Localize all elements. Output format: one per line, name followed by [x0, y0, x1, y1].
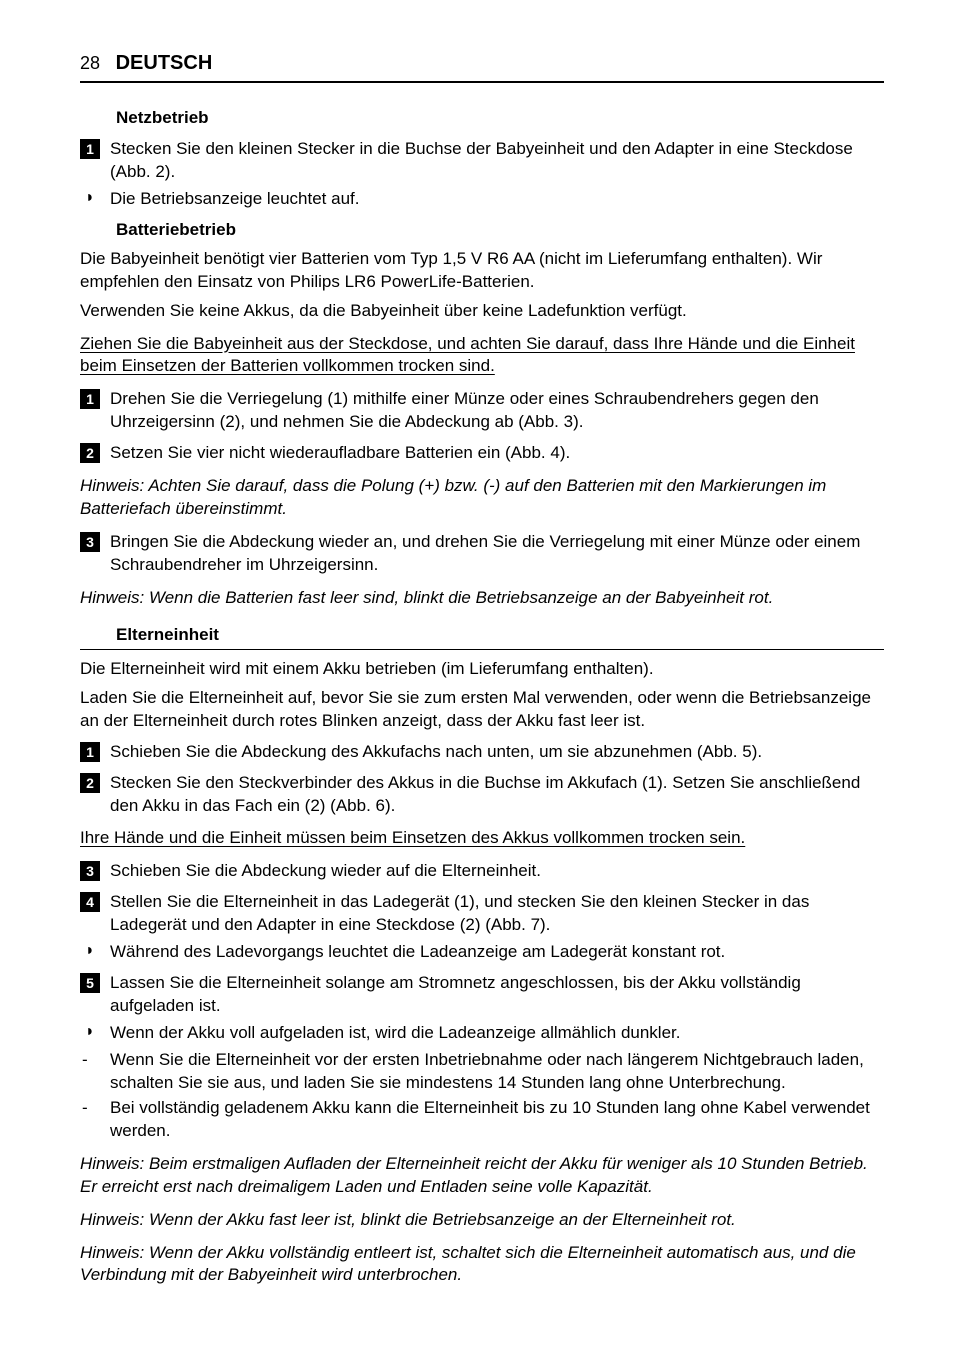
paragraph: Die Babyeinheit benötigt vier Batterien …	[80, 248, 884, 294]
page-header: 28 DEUTSCH	[80, 50, 884, 83]
heading-text: Elterneinheit	[80, 624, 219, 649]
page-number: 28	[80, 53, 100, 73]
step-row: 3 Bringen Sie die Abdeckung wieder an, u…	[80, 531, 884, 577]
dash-icon: -	[80, 1049, 100, 1095]
step-number-badge: 2	[80, 443, 100, 463]
step-text: Schieben Sie die Abdeckung wieder auf di…	[110, 860, 884, 883]
step-row: 2 Stecken Sie den Steckverbinder des Akk…	[80, 772, 884, 818]
step-text: Lassen Sie die Elterneinheit solange am …	[110, 972, 884, 1018]
bullet-text: Wenn der Akku voll aufgeladen ist, wird …	[110, 1022, 884, 1045]
bullet-text: Die Betriebsanzeige leuchtet auf.	[110, 188, 884, 211]
note-text: Hinweis: Beim erstmaligen Aufladen der E…	[80, 1153, 884, 1199]
bullet-icon: ◗	[80, 941, 100, 964]
step-row: 1 Drehen Sie die Verriegelung (1) mithil…	[80, 388, 884, 434]
heading-batteriebetrieb: Batteriebetrieb	[116, 219, 884, 242]
step-number-badge: 2	[80, 773, 100, 793]
note-text: Hinweis: Wenn der Akku vollständig entle…	[80, 1242, 884, 1288]
note-text: Hinweis: Wenn der Akku fast leer ist, bl…	[80, 1209, 884, 1232]
step-number-badge: 3	[80, 861, 100, 881]
step-row: 1 Stecken Sie den kleinen Stecker in die…	[80, 138, 884, 184]
step-number-badge: 1	[80, 742, 100, 762]
bullet-row: ◗ Die Betriebsanzeige leuchtet auf.	[80, 188, 884, 211]
step-number-badge: 1	[80, 389, 100, 409]
heading-elterneinheit: Elterneinheit	[80, 624, 884, 650]
dash-row: - Wenn Sie die Elterneinheit vor der ers…	[80, 1049, 884, 1095]
warning-text: Ihre Hände und die Einheit müssen beim E…	[80, 827, 884, 850]
warning-text: Ziehen Sie die Babyeinheit aus der Steck…	[80, 333, 884, 379]
step-text: Setzen Sie vier nicht wiederaufladbare B…	[110, 442, 884, 465]
paragraph: Verwenden Sie keine Akkus, da die Babyei…	[80, 300, 884, 323]
note-text: Hinweis: Wenn die Batterien fast leer si…	[80, 587, 884, 610]
step-text: Bringen Sie die Abdeckung wieder an, und…	[110, 531, 884, 577]
bullet-icon: ◗	[80, 188, 100, 211]
bullet-text: Während des Ladevorgangs leuchtet die La…	[110, 941, 884, 964]
dash-icon: -	[80, 1097, 100, 1143]
step-text: Stecken Sie den kleinen Stecker in die B…	[110, 138, 884, 184]
step-row: 5 Lassen Sie die Elterneinheit solange a…	[80, 972, 884, 1018]
step-number-badge: 3	[80, 532, 100, 552]
dash-text: Bei vollständig geladenem Akku kann die …	[110, 1097, 884, 1143]
heading-netzbetrieb: Netzbetrieb	[116, 107, 884, 130]
step-text: Drehen Sie die Verriegelung (1) mithilfe…	[110, 388, 884, 434]
step-row: 2 Setzen Sie vier nicht wiederaufladbare…	[80, 442, 884, 465]
step-row: 4 Stellen Sie die Elterneinheit in das L…	[80, 891, 884, 937]
note-text: Hinweis: Achten Sie darauf, dass die Pol…	[80, 475, 884, 521]
bullet-row: ◗ Wenn der Akku voll aufgeladen ist, wir…	[80, 1022, 884, 1045]
step-number-badge: 5	[80, 973, 100, 993]
step-text: Stellen Sie die Elterneinheit in das Lad…	[110, 891, 884, 937]
step-number-badge: 1	[80, 139, 100, 159]
step-row: 3 Schieben Sie die Abdeckung wieder auf …	[80, 860, 884, 883]
step-text: Schieben Sie die Abdeckung des Akkufachs…	[110, 741, 884, 764]
paragraph: Laden Sie die Elterneinheit auf, bevor S…	[80, 687, 884, 733]
paragraph: Die Elterneinheit wird mit einem Akku be…	[80, 658, 884, 681]
dash-row: - Bei vollständig geladenem Akku kann di…	[80, 1097, 884, 1143]
step-row: 1 Schieben Sie die Abdeckung des Akkufac…	[80, 741, 884, 764]
page-language: DEUTSCH	[116, 52, 213, 74]
step-number-badge: 4	[80, 892, 100, 912]
bullet-row: ◗ Während des Ladevorgangs leuchtet die …	[80, 941, 884, 964]
dash-text: Wenn Sie die Elterneinheit vor der erste…	[110, 1049, 884, 1095]
bullet-icon: ◗	[80, 1022, 100, 1045]
step-text: Stecken Sie den Steckverbinder des Akkus…	[110, 772, 884, 818]
